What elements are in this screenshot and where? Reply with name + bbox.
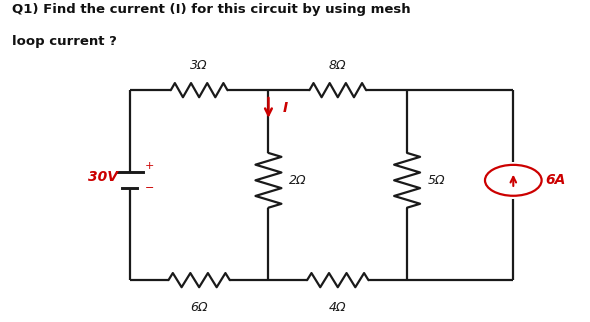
Text: 6A: 6A: [546, 173, 566, 187]
Text: I: I: [283, 101, 289, 115]
Text: +: +: [145, 161, 154, 171]
Text: 3Ω: 3Ω: [191, 60, 208, 72]
Text: loop current ?: loop current ?: [12, 35, 117, 48]
Text: 2Ω: 2Ω: [289, 174, 307, 187]
Text: −: −: [145, 183, 154, 194]
Text: 30V: 30V: [88, 170, 118, 184]
Text: 4Ω: 4Ω: [329, 301, 346, 314]
Text: 8Ω: 8Ω: [329, 60, 346, 72]
Text: 5Ω: 5Ω: [428, 174, 445, 187]
Text: 6Ω: 6Ω: [191, 301, 208, 314]
Text: Q1) Find the current (I) for this circuit by using mesh: Q1) Find the current (I) for this circui…: [12, 3, 411, 16]
